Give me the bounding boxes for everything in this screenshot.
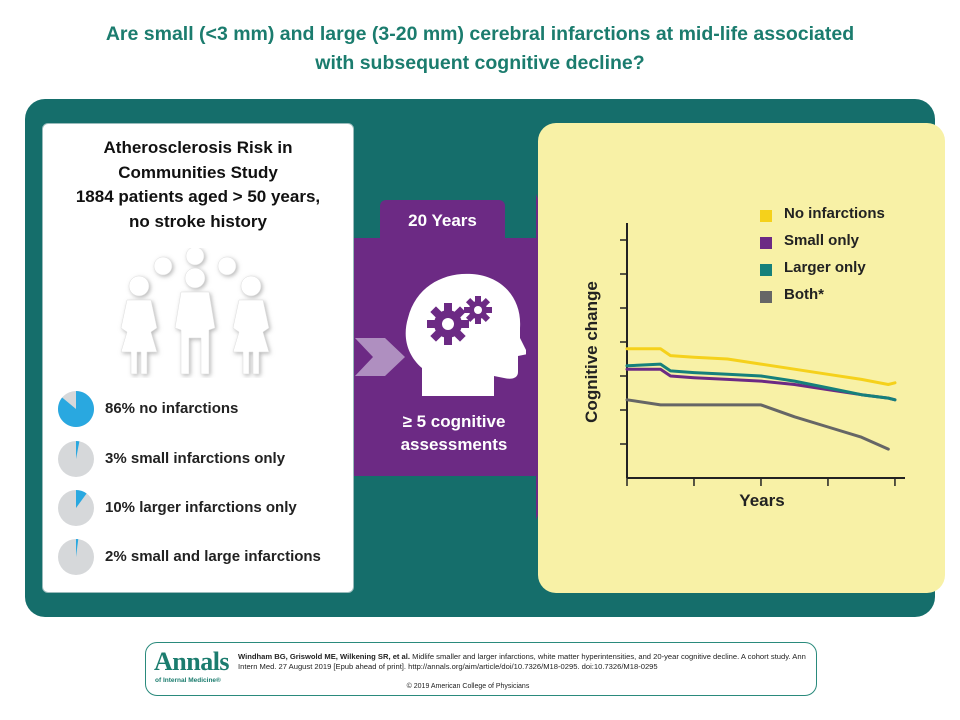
study-description: Atherosclerosis Risk in Communities Stud… — [43, 136, 353, 234]
x-axis-label: Years — [739, 491, 785, 510]
logo-wordmark: Annals — [154, 647, 230, 676]
breakdown-label: 10% larger infarctions only — [105, 499, 297, 516]
breakdown-item: 86% no infarctions — [57, 390, 347, 430]
breakdown-label: 2% small and large infarctions — [105, 548, 321, 565]
citation-text: Windham BG, Griswold ME, Wilkening SR, e… — [238, 652, 806, 672]
head-gears-icon — [405, 273, 526, 396]
pie-icon — [58, 539, 94, 575]
legend-swatch — [760, 237, 772, 249]
assessments-line-2: assessments — [400, 435, 508, 454]
citation-box: Annals of Internal Medicine® Windham BG,… — [145, 642, 817, 696]
study-line-4: no stroke history — [129, 211, 267, 231]
copyright: © 2019 American College of Physicians — [406, 683, 530, 690]
logo-subtitle: of Internal Medicine® — [155, 677, 221, 684]
assessments-text: ≥ 5 cognitive assessments — [370, 410, 538, 456]
study-line-2: Communities Study — [118, 162, 278, 182]
title-line-2: with subsequent cognitive decline? — [315, 52, 645, 74]
legend-swatch — [760, 291, 772, 303]
citation-authors: Windham BG, Griswold ME, Wilkening SR, e… — [238, 652, 411, 661]
legend-swatch — [760, 210, 772, 222]
legend-label: No infarctions — [784, 205, 885, 222]
pie-slice — [76, 490, 87, 508]
breakdown-item: 10% larger infarctions only — [57, 489, 347, 529]
pie-icon — [58, 391, 95, 427]
assessments-line-1: ≥ 5 cognitive — [402, 412, 506, 431]
series-line — [625, 362, 897, 402]
series-line — [625, 367, 897, 402]
pie-slice — [58, 391, 95, 427]
study-card: Atherosclerosis Risk in Communities Stud… — [42, 123, 354, 593]
breakdown-item: 2% small and large infarctions — [57, 538, 347, 578]
breakdown-item: 3% small infarctions only — [57, 440, 347, 480]
study-line-3: 1884 patients aged > 50 years, — [75, 187, 321, 206]
series-line — [625, 398, 890, 451]
annals-logo: Annals of Internal Medicine® — [154, 647, 232, 689]
infographic-title: Are small (<3 mm) and large (3-20 mm) ce… — [60, 20, 900, 78]
years-tab: 20 Years — [380, 200, 505, 242]
series-line — [625, 347, 897, 386]
pie-slice — [76, 441, 80, 459]
breakdown-label: 3% small infarctions only — [105, 450, 286, 467]
study-line-1: Atherosclerosis Risk in — [103, 138, 293, 157]
breakdown-label: 86% no infarctions — [105, 400, 239, 417]
pie-icon — [58, 490, 94, 526]
legend-label: Small only — [784, 232, 860, 249]
pie-slice — [76, 539, 79, 557]
pie-icon — [58, 441, 94, 477]
title-line-1: Are small (<3 mm) and large (3-20 mm) ce… — [105, 23, 855, 45]
chart-card — [538, 123, 945, 593]
legend-swatch — [760, 264, 772, 276]
y-axis-label: Cognitive change — [582, 281, 601, 423]
legend-label: Both* — [784, 286, 824, 303]
legend-label: Larger only — [784, 259, 866, 276]
citation-body: Midlife smaller and larger infarctions, … — [238, 652, 806, 671]
people-icon — [120, 248, 270, 375]
